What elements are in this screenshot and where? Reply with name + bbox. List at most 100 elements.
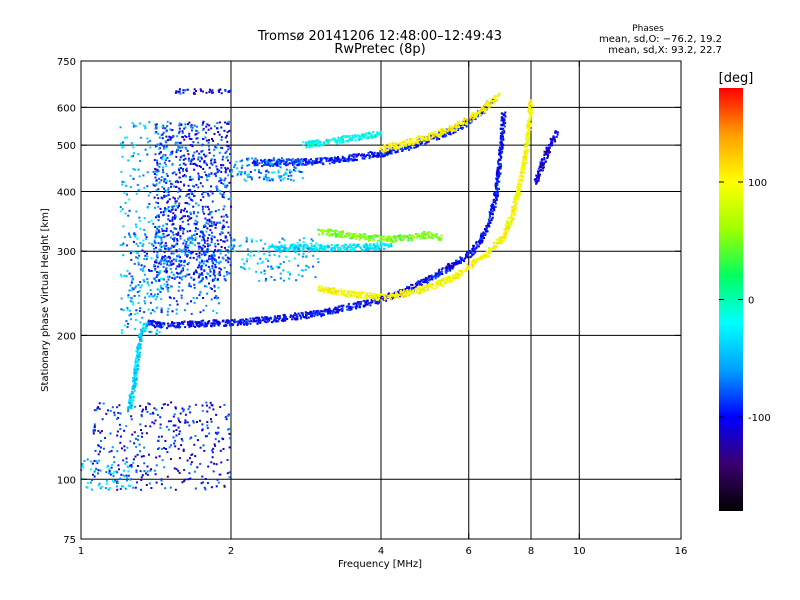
data-point [208,175,211,178]
data-point [455,276,458,279]
data-point [528,133,531,136]
data-point [178,146,181,149]
data-point [220,170,223,173]
data-point [186,193,189,196]
data-point [482,234,485,237]
data-point [161,229,164,232]
data-point [178,169,181,172]
data-point [207,258,210,261]
data-point [224,235,227,238]
data-point [311,161,313,164]
data-point [503,228,506,231]
data-point [499,165,502,168]
data-point [274,247,277,250]
data-point [399,234,402,237]
data-point [313,160,316,163]
data-point [359,233,362,236]
data-point [187,245,189,248]
data-point [192,163,195,165]
data-point [350,307,353,310]
data-point [321,162,324,165]
data-point [334,292,337,295]
data-point [321,229,324,232]
data-point [168,210,170,212]
data-point [216,171,219,174]
data-point [465,121,468,124]
data-point [173,240,176,243]
data-point [130,407,133,410]
data-point [197,156,200,159]
data-point [514,212,517,215]
data-point [551,142,554,145]
data-point [404,142,407,145]
data-point [202,297,205,299]
data-point [208,234,211,236]
data-point [215,297,218,300]
data-point [382,155,385,158]
data-point [215,295,217,298]
data-point [277,320,280,323]
data-point [484,234,487,237]
data-point [379,145,382,148]
data-point [328,245,331,248]
data-point [461,257,464,260]
data-point [134,366,137,369]
data-point [525,134,528,137]
data-point [200,272,203,275]
data-point [482,255,485,258]
data-point [435,234,438,237]
data-point [322,233,324,236]
data-point [122,254,125,257]
data-point [498,239,501,242]
data-point [208,218,211,221]
data-point [175,228,178,230]
data-point [135,379,138,382]
data-point [202,129,205,131]
data-point [143,273,146,276]
data-point [225,324,228,327]
data-point [155,230,158,233]
data-point [219,146,222,149]
data-point [438,237,441,240]
data-point [401,289,404,292]
data-point [171,129,174,131]
data-point [188,322,191,324]
data-point [128,232,130,235]
data-point [475,242,478,245]
data-point [259,319,262,322]
data-point [490,102,493,105]
data-point [293,314,296,317]
data-point [316,158,318,161]
data-point [134,313,137,316]
data-point [408,286,411,288]
data-point [374,234,377,237]
data-point [342,141,345,144]
data-point [349,248,352,251]
data-point [346,158,349,161]
data-point [190,191,193,194]
data-point [540,163,543,166]
data-point [201,205,204,208]
data-point [327,291,330,294]
data-point [436,134,438,137]
data-point [502,121,505,124]
data-point [156,323,159,326]
data-point [120,331,123,334]
data-point [364,301,367,304]
data-point [223,179,226,182]
data-point [497,187,500,190]
data-point [137,355,140,358]
data-point [518,181,521,184]
data-point [345,293,348,296]
data-point [262,160,265,163]
data-point [396,290,399,293]
data-point [130,281,133,284]
data-point [183,248,186,251]
data-point [495,245,498,248]
data-point [141,332,143,335]
data-point [177,254,180,257]
data-point [159,248,162,251]
data-point [493,209,496,212]
data-point [360,291,363,294]
data-point [135,361,138,364]
